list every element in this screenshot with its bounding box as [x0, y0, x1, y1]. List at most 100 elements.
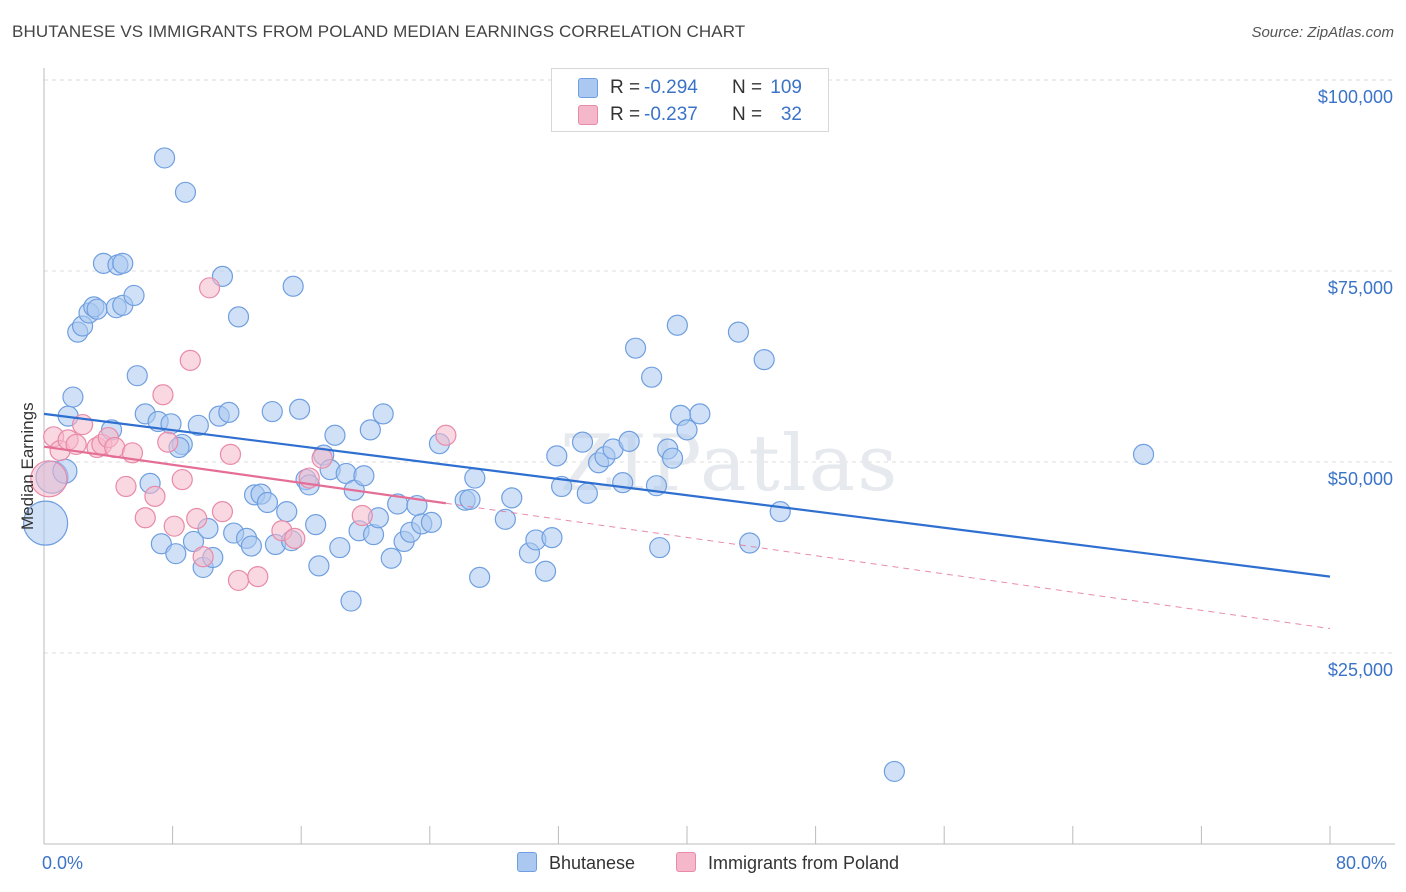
point-poland — [65, 433, 87, 456]
trend-lines — [43, 412, 1331, 630]
point-poland — [179, 349, 201, 371]
bottom-legend-swatch-blue — [517, 852, 537, 872]
point-bhutanese — [676, 419, 698, 441]
trend-line-poland — [43, 445, 447, 505]
point-poland — [144, 485, 166, 507]
point-bhutanese — [649, 536, 671, 559]
point-bhutanese — [739, 532, 761, 554]
point-bhutanese — [576, 482, 598, 504]
point-bhutanese — [380, 547, 402, 569]
point-bhutanese — [641, 366, 663, 388]
point-bhutanese — [464, 467, 486, 489]
point-bhutanese — [883, 760, 905, 783]
y-tick-label-50000: $50,000 — [1327, 469, 1393, 489]
legend-n-value: 32 — [780, 104, 802, 125]
point-bhutanese — [86, 298, 108, 320]
point-bhutanese — [340, 590, 362, 612]
point-bhutanese — [150, 533, 172, 555]
correlation-legend: R = -0.294 N = 109 R = -0.237 N = 32 — [551, 68, 829, 132]
point-bhutanese — [288, 398, 311, 420]
point-poland — [115, 475, 137, 498]
legend-swatch-blue — [578, 78, 598, 98]
point-poland — [30, 460, 68, 498]
point-bhutanese — [218, 401, 240, 423]
trend-line-bhutanese — [43, 412, 1331, 578]
bottom-legend-label: Bhutanese — [549, 853, 636, 873]
point-bhutanese — [123, 284, 145, 307]
legend-swatch-pink — [578, 105, 598, 125]
point-bhutanese — [276, 501, 298, 523]
bottom-legend-poland: Immigrants from Poland — [676, 852, 899, 874]
point-poland — [171, 468, 193, 491]
point-bhutanese — [624, 337, 647, 359]
point-bhutanese — [182, 530, 205, 553]
point-bhutanese — [612, 472, 634, 494]
legend-row-poland: R = -0.237 N = 32 — [552, 102, 828, 126]
y-tick-label-75000: $75,000 — [1327, 278, 1393, 298]
point-bhutanese — [1132, 443, 1155, 465]
point-poland — [311, 447, 333, 469]
point-bhutanese — [227, 306, 250, 328]
trend-extension-poland — [445, 502, 1331, 630]
point-bhutanese — [494, 508, 516, 530]
point-bhutanese — [174, 181, 197, 203]
point-poland — [186, 507, 208, 530]
point-bhutanese — [661, 447, 684, 469]
legend-r-label: R = — [610, 104, 641, 125]
axes — [43, 68, 1395, 845]
point-bhutanese — [256, 491, 279, 514]
point-bhutanese — [353, 465, 375, 487]
point-bhutanese — [551, 475, 573, 498]
point-poland — [157, 431, 179, 453]
point-poland — [104, 436, 126, 459]
point-poland — [134, 507, 156, 529]
point-poland — [284, 527, 306, 550]
series-bhutanese — [23, 147, 1155, 783]
legend-r-value: -0.237 — [644, 104, 698, 125]
point-bhutanese — [534, 560, 557, 582]
point-bhutanese — [469, 566, 491, 588]
point-poland — [163, 515, 185, 537]
point-bhutanese — [501, 487, 523, 509]
point-bhutanese — [618, 430, 640, 452]
point-bhutanese — [126, 365, 148, 387]
point-bhutanese — [165, 543, 187, 565]
point-bhutanese — [571, 431, 594, 453]
point-bhutanese — [112, 252, 134, 274]
point-bhutanese — [23, 500, 69, 546]
legend-row-bhutanese: R = -0.294 N = 109 — [552, 75, 828, 99]
watermark: ZIPatlas — [560, 419, 899, 509]
point-bhutanese — [153, 147, 176, 169]
point-poland — [351, 504, 373, 527]
y-tick-label-25000: $25,000 — [1327, 660, 1393, 680]
y-tick-label-100000: $100,000 — [1317, 87, 1393, 107]
point-bhutanese — [62, 386, 84, 408]
point-bhutanese — [282, 275, 304, 297]
point-bhutanese — [727, 321, 750, 343]
legend-n-label: N = — [732, 104, 763, 125]
point-poland — [227, 569, 250, 592]
point-bhutanese — [359, 419, 381, 441]
bottom-legend-bhutanese: Bhutanese — [517, 852, 635, 874]
legend-r-label: R = — [610, 77, 641, 98]
point-bhutanese — [459, 488, 481, 511]
point-bhutanese — [769, 501, 791, 523]
point-bhutanese — [305, 514, 327, 536]
source-label: Source: ZipAtlas.com — [1251, 24, 1394, 41]
series-immigrants-from-poland — [30, 277, 457, 592]
x-tick-label-max: 80.0% — [1336, 853, 1388, 873]
y-axis-title: Median Earnings — [18, 402, 37, 530]
bottom-legend-swatch-pink — [676, 852, 696, 872]
legend-n-label: N = — [732, 77, 763, 98]
point-bhutanese — [261, 400, 283, 423]
point-bhutanese — [753, 349, 775, 371]
point-bhutanese — [420, 511, 443, 533]
point-bhutanese — [324, 424, 346, 446]
point-bhutanese — [240, 535, 262, 557]
point-bhutanese — [187, 414, 209, 436]
x-tick-label-min: 0.0% — [42, 853, 84, 873]
point-bhutanese — [541, 527, 563, 549]
legend-r-value: -0.294 — [644, 77, 698, 98]
legend-n-value: 109 — [770, 77, 802, 98]
